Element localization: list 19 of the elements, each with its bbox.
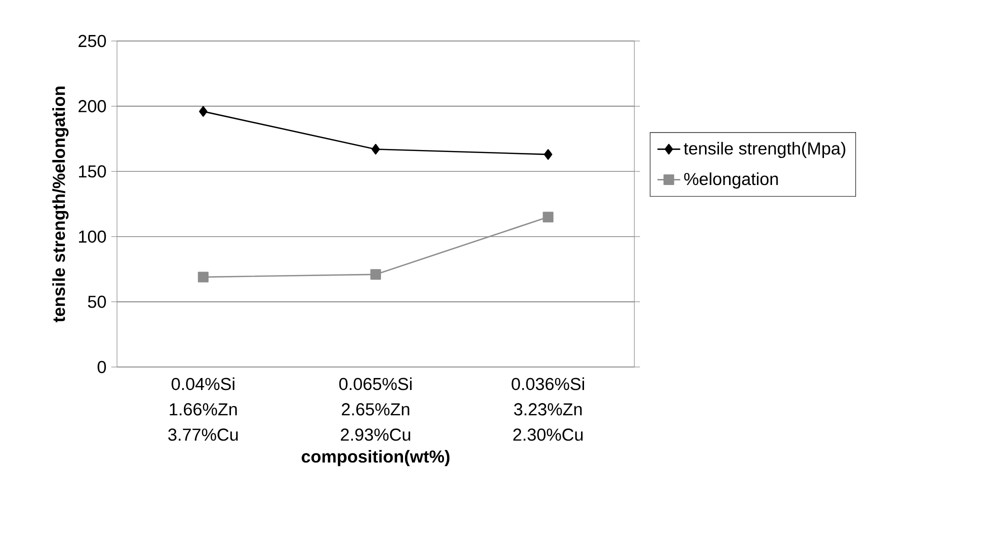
x-axis-title: composition(wt%)	[302, 450, 450, 466]
point	[544, 149, 552, 160]
legend-label: %elongation	[684, 172, 778, 189]
y-tick-label: 0	[98, 360, 106, 374]
x-tick-label: 0.065%Si 2.65%Zn 2.93%Cu	[339, 377, 412, 441]
point	[371, 144, 380, 155]
x-tick-label: 0.036%Si 3.23%Zn 2.30%Cu	[512, 377, 584, 441]
point	[370, 269, 382, 280]
y-tick-label: 250	[78, 34, 106, 48]
point	[542, 212, 554, 222]
point	[199, 106, 208, 117]
y-tick-label: 200	[78, 100, 106, 112]
y-axis-title: tensile strength/%elongation	[52, 86, 69, 322]
y-tick-label: 100	[78, 230, 106, 243]
y-tick-label: 50	[88, 296, 106, 308]
y-tick-label: 150	[78, 165, 106, 178]
x-tick-label: 0.04%Si 1.66%Zn 3.77%Cu	[168, 377, 238, 441]
legend-label: tensile strength(Mpa)	[684, 142, 846, 158]
point	[198, 272, 209, 282]
